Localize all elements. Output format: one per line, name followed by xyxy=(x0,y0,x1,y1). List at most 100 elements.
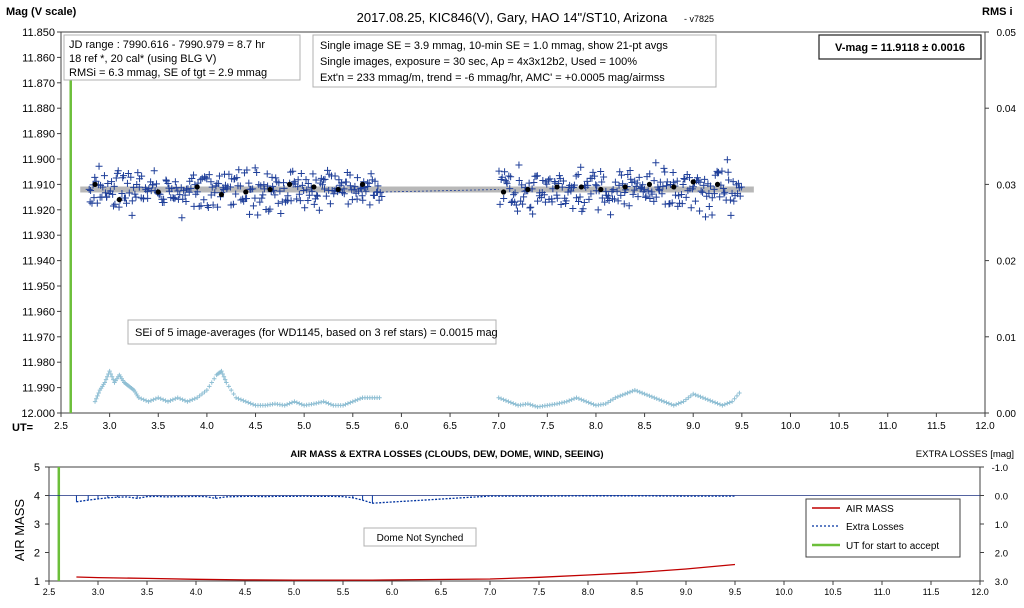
rms-point xyxy=(681,399,686,404)
single-image-point xyxy=(132,193,140,201)
vmag-box xyxy=(818,34,982,60)
x-tick-label: 7.0 xyxy=(492,421,506,432)
rms-point xyxy=(211,376,217,381)
extra-losses-tick-label: 1.0 xyxy=(995,520,1008,531)
single-image-point xyxy=(541,198,549,206)
single-image-point xyxy=(236,182,244,190)
single-image-point xyxy=(615,181,623,189)
single-image-point xyxy=(260,185,268,193)
single-image-point xyxy=(510,191,518,199)
dome-note-box xyxy=(363,527,477,547)
single-image-point xyxy=(208,183,216,191)
single-image-point xyxy=(298,181,306,189)
gap-connector xyxy=(381,189,499,193)
single-image-point xyxy=(630,186,638,194)
single-image-point xyxy=(245,179,253,187)
average-point xyxy=(578,184,584,190)
rms-point xyxy=(340,403,346,408)
single-image-point xyxy=(503,180,511,188)
single-image-point xyxy=(572,194,580,202)
single-image-point xyxy=(601,198,609,206)
y-tick-label: 11.930 xyxy=(22,230,55,242)
single-image-point xyxy=(266,205,274,213)
rms-point xyxy=(496,395,501,400)
rms-point xyxy=(180,397,185,402)
single-image-point xyxy=(226,183,234,191)
airmass-chart-title: AIR MASS & EXTRA LOSSES (CLOUDS, DEW, DO… xyxy=(290,449,603,460)
rms-point xyxy=(695,393,701,399)
single-image-point xyxy=(580,199,588,207)
single-image-point xyxy=(705,202,713,210)
single-image-point xyxy=(205,171,213,179)
average-point xyxy=(116,197,122,203)
single-image-point xyxy=(128,197,136,205)
rms-point xyxy=(737,390,742,396)
single-image-point xyxy=(162,176,170,184)
single-image-point xyxy=(197,176,205,184)
rms-point xyxy=(734,393,740,399)
rms-point xyxy=(605,400,611,405)
rms-point xyxy=(720,403,725,408)
single-image-point xyxy=(694,177,702,185)
single-image-point xyxy=(297,170,305,178)
single-image-point xyxy=(115,203,123,211)
single-image-point xyxy=(639,181,647,189)
rms-point xyxy=(343,402,348,407)
rms-point xyxy=(187,398,193,403)
rms-point xyxy=(175,395,180,400)
single-image-point xyxy=(269,182,277,190)
rms-point xyxy=(559,400,565,405)
single-image-point xyxy=(650,197,658,205)
single-image-point xyxy=(720,190,728,198)
rms-point xyxy=(615,394,621,400)
single-image-point xyxy=(331,172,339,180)
rms-point xyxy=(574,395,579,400)
single-image-point xyxy=(185,188,193,196)
y-tick-label: 11.950 xyxy=(22,281,55,293)
rms-point xyxy=(299,402,304,407)
y-tick-label: 11.850 xyxy=(22,27,55,39)
single-image-point xyxy=(517,197,525,205)
rms-point xyxy=(221,374,227,380)
y2-axis-label: RMS i xyxy=(982,6,1013,18)
single-image-point xyxy=(575,198,583,206)
single-image-point xyxy=(625,202,633,210)
single-image-point xyxy=(110,182,118,190)
single-image-point xyxy=(646,170,654,178)
rms-point xyxy=(316,400,321,405)
rms-point xyxy=(224,380,229,385)
single-image-point xyxy=(681,175,689,183)
single-image-point xyxy=(304,179,312,187)
average-point xyxy=(243,189,249,195)
single-image-point xyxy=(104,180,112,188)
y-tick-label: 11.910 xyxy=(22,179,55,191)
single-image-point xyxy=(691,197,699,205)
single-image-point xyxy=(374,182,382,190)
single-image-point xyxy=(587,190,595,198)
single-image-point xyxy=(318,181,326,189)
chart-title-suffix: - v7825 xyxy=(684,14,714,24)
single-image-point xyxy=(619,180,627,188)
rms-point xyxy=(136,395,142,400)
airmass-axis-label: AIR MASS xyxy=(12,499,27,561)
single-image-point xyxy=(251,194,259,202)
rms-point xyxy=(284,402,290,407)
single-image-point xyxy=(534,197,542,205)
average-point xyxy=(500,189,507,195)
single-image-point xyxy=(181,191,189,199)
single-image-point xyxy=(257,182,265,190)
single-image-point xyxy=(548,198,556,206)
rms-point xyxy=(231,391,236,397)
y-tick-label: 12.000 xyxy=(21,408,55,420)
y-tick-label: 11.970 xyxy=(22,332,55,344)
single-image-point xyxy=(635,173,643,181)
single-image-point xyxy=(585,195,593,203)
single-image-point xyxy=(207,191,215,199)
lower-x-tick-label: 2.5 xyxy=(43,587,56,597)
rms-point xyxy=(635,388,640,394)
single-image-point xyxy=(658,190,666,198)
extra-losses-tick-label: -1.0 xyxy=(992,463,1008,474)
single-image-point xyxy=(605,192,613,200)
rms-point xyxy=(691,391,696,397)
